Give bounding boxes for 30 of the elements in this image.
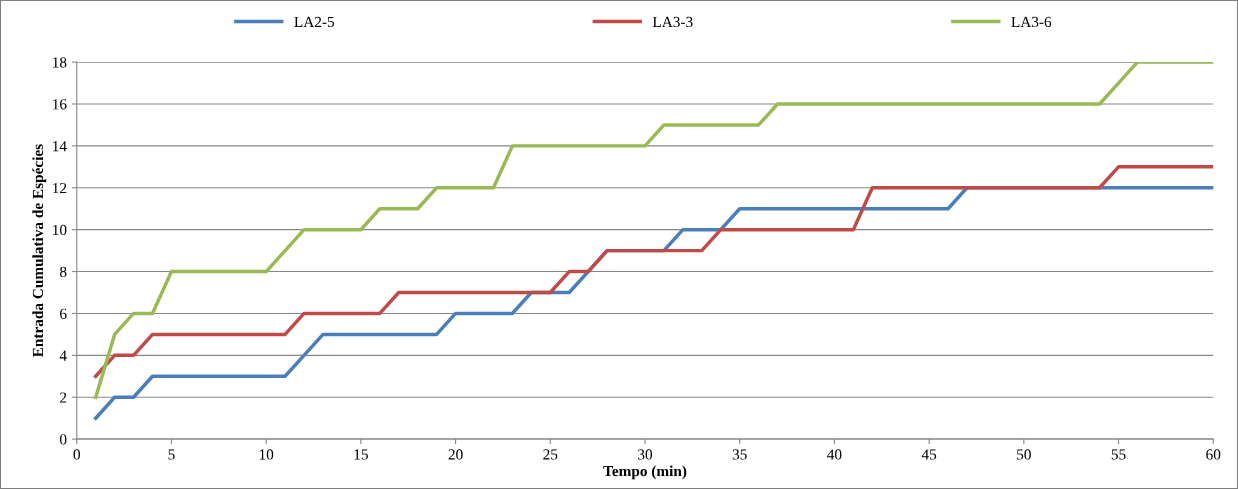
y-tick-label: 4	[59, 350, 67, 361]
x-tick-label: 50	[1017, 449, 1031, 460]
x-tick-label: 55	[1111, 449, 1126, 460]
y-tick-label: 0	[59, 434, 67, 445]
line-series	[93, 165, 1214, 379]
x-tick-label: 0	[73, 449, 80, 460]
x-tick-label: 35	[732, 449, 747, 460]
y-tick-label: 2	[60, 392, 67, 403]
x-tick-label: 5	[168, 449, 175, 460]
x-tick-label: 10	[259, 449, 274, 460]
legend-label: LA3-3	[652, 16, 693, 28]
x-tick-label: 40	[827, 449, 842, 460]
x-tick-label: 15	[354, 449, 368, 460]
y-tick-label: 6	[60, 308, 67, 319]
x-tick-label: 20	[448, 449, 463, 460]
x-tick-label: 30	[638, 449, 653, 460]
y-axis-title: Entrada Cumulativa de Espécies	[32, 144, 47, 358]
x-tick-label: 45	[921, 449, 937, 460]
y-tick-label: 14	[53, 141, 67, 152]
x-axis-title: Tempo (min)	[603, 465, 687, 480]
y-tick-label: 12	[53, 182, 67, 194]
y-tick-label: 8	[59, 266, 67, 278]
legend-label: LA3-6	[1011, 16, 1052, 28]
x-tick-label: 25	[543, 449, 558, 460]
y-tick-label: 10	[53, 224, 67, 236]
y-tick-label: 18	[53, 57, 67, 68]
x-tick-label: 60	[1206, 449, 1221, 460]
y-tick-label: 16	[53, 99, 67, 110]
legend-label: LA2-5	[294, 16, 335, 28]
line-series	[93, 62, 1214, 399]
